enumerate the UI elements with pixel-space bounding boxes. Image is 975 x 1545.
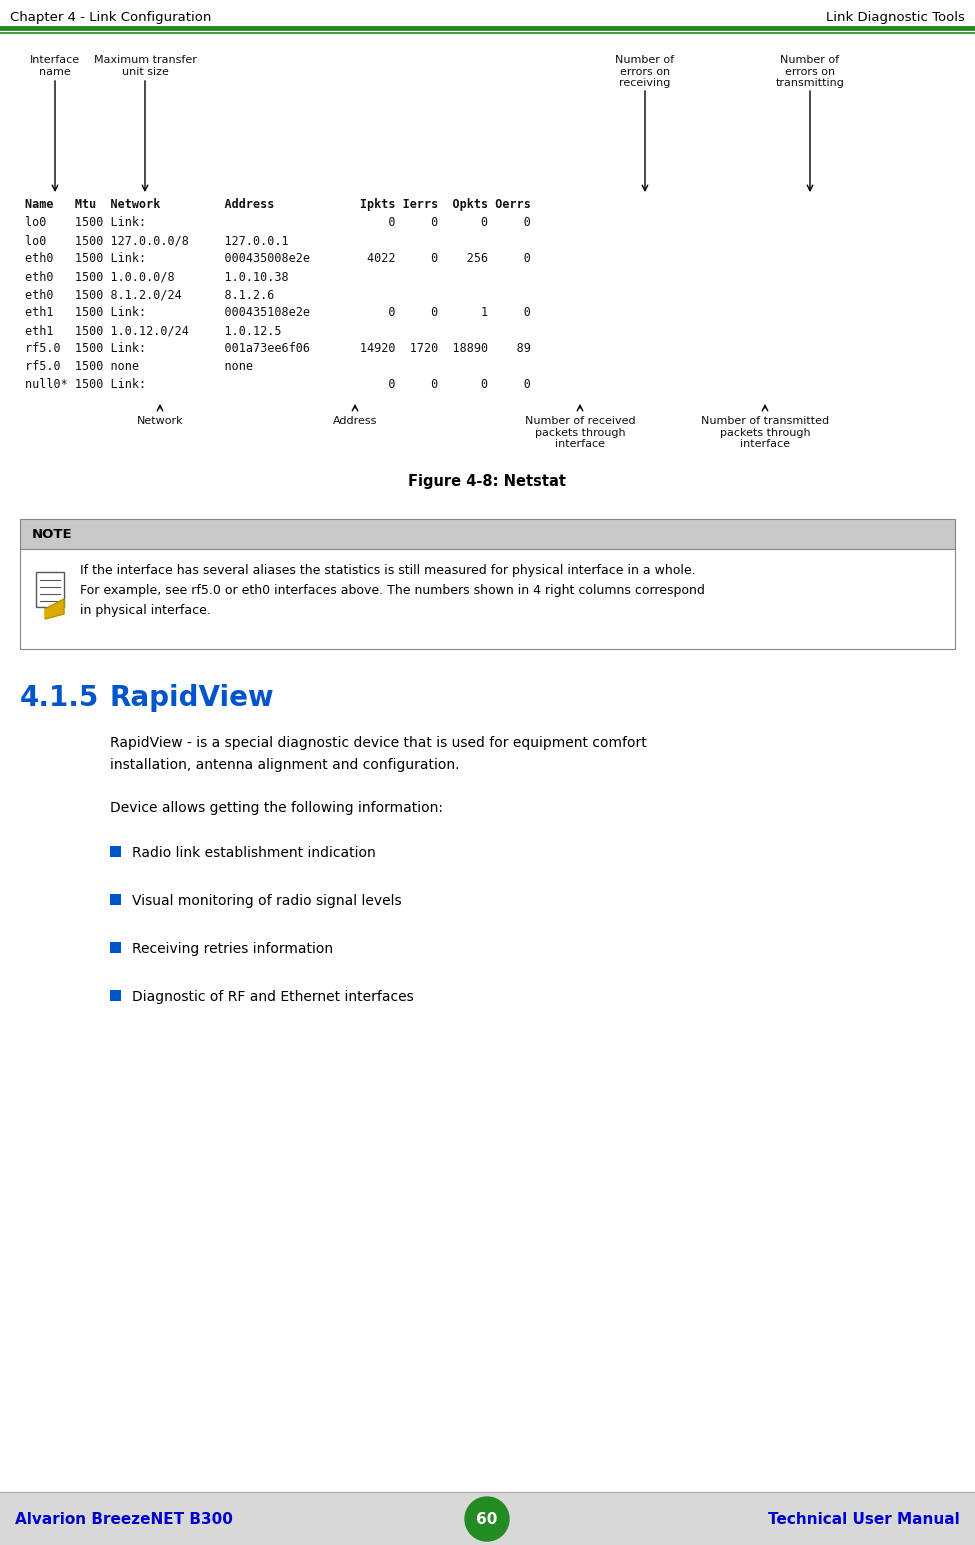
- Text: Radio link establishment indication: Radio link establishment indication: [132, 847, 375, 861]
- Text: Chapter 4 - Link Configuration: Chapter 4 - Link Configuration: [10, 11, 212, 23]
- Text: Figure 4-8: Netstat: Figure 4-8: Netstat: [408, 474, 566, 490]
- Text: Address: Address: [332, 416, 377, 426]
- Text: Number of transmitted
packets through
interface: Number of transmitted packets through in…: [701, 416, 829, 450]
- Polygon shape: [45, 599, 64, 620]
- Bar: [20, 519, 955, 548]
- Text: 4.1.5: 4.1.5: [20, 684, 99, 712]
- Text: eth0   1500 1.0.0.0/8       1.0.10.38: eth0 1500 1.0.0.0/8 1.0.10.38: [25, 270, 289, 283]
- Text: null0* 1500 Link:                                  0     0      0     0: null0* 1500 Link: 0 0 0 0: [25, 379, 530, 391]
- Circle shape: [465, 1497, 509, 1540]
- Text: NOTE: NOTE: [32, 527, 72, 541]
- Bar: [110, 942, 121, 953]
- Text: Link Diagnostic Tools: Link Diagnostic Tools: [826, 11, 965, 23]
- Text: If the interface has several aliases the statistics is still measured for physic: If the interface has several aliases the…: [80, 564, 705, 616]
- Text: installation, antenna alignment and configuration.: installation, antenna alignment and conf…: [110, 759, 459, 772]
- Text: RapidView: RapidView: [110, 684, 275, 712]
- Text: lo0    1500 Link:                                  0     0      0     0: lo0 1500 Link: 0 0 0 0: [25, 216, 530, 229]
- Text: Alvarion BreezeNET B300: Alvarion BreezeNET B300: [15, 1511, 233, 1526]
- Text: lo0    1500 127.0.0.0/8     127.0.0.1: lo0 1500 127.0.0.0/8 127.0.0.1: [25, 233, 289, 247]
- Bar: [110, 847, 121, 857]
- Text: Technical User Manual: Technical User Manual: [768, 1511, 960, 1526]
- Bar: [110, 990, 121, 1001]
- Text: eth0   1500 8.1.2.0/24      8.1.2.6: eth0 1500 8.1.2.0/24 8.1.2.6: [25, 287, 274, 301]
- Text: Receiving retries information: Receiving retries information: [132, 942, 333, 956]
- Text: eth0   1500 Link:           000435008e2e        4022     0    256     0: eth0 1500 Link: 000435008e2e 4022 0 256 …: [25, 252, 530, 266]
- Bar: [0, 1492, 975, 1545]
- Text: eth1   1500 1.0.12.0/24     1.0.12.5: eth1 1500 1.0.12.0/24 1.0.12.5: [25, 324, 282, 337]
- Text: 60: 60: [477, 1511, 497, 1526]
- Bar: [36, 572, 64, 607]
- Text: rf5.0  1500 none            none: rf5.0 1500 none none: [25, 360, 253, 372]
- Text: Diagnostic of RF and Ethernet interfaces: Diagnostic of RF and Ethernet interfaces: [132, 990, 413, 1004]
- Text: Number of received
packets through
interface: Number of received packets through inter…: [525, 416, 636, 450]
- Text: Visual monitoring of radio signal levels: Visual monitoring of radio signal levels: [132, 895, 402, 908]
- Bar: [20, 548, 955, 649]
- Text: Device allows getting the following information:: Device allows getting the following info…: [110, 800, 443, 816]
- Text: rf5.0  1500 Link:           001a73ee6f06       14920  1720  18890    89: rf5.0 1500 Link: 001a73ee6f06 14920 1720…: [25, 341, 530, 355]
- Text: Maximum transfer
unit size: Maximum transfer unit size: [94, 56, 196, 77]
- Text: Number of
errors on
transmitting: Number of errors on transmitting: [775, 56, 844, 88]
- Bar: [110, 895, 121, 905]
- Text: RapidView - is a special diagnostic device that is used for equipment comfort: RapidView - is a special diagnostic devi…: [110, 735, 646, 749]
- Text: Network: Network: [136, 416, 183, 426]
- Text: Interface
name: Interface name: [30, 56, 80, 77]
- Text: Number of
errors on
receiving: Number of errors on receiving: [615, 56, 675, 88]
- Text: eth1   1500 Link:           000435108e2e           0     0      1     0: eth1 1500 Link: 000435108e2e 0 0 1 0: [25, 306, 530, 318]
- Text: Name   Mtu  Network         Address            Ipkts Ierrs  Opkts Oerrs: Name Mtu Network Address Ipkts Ierrs Opk…: [25, 198, 530, 212]
